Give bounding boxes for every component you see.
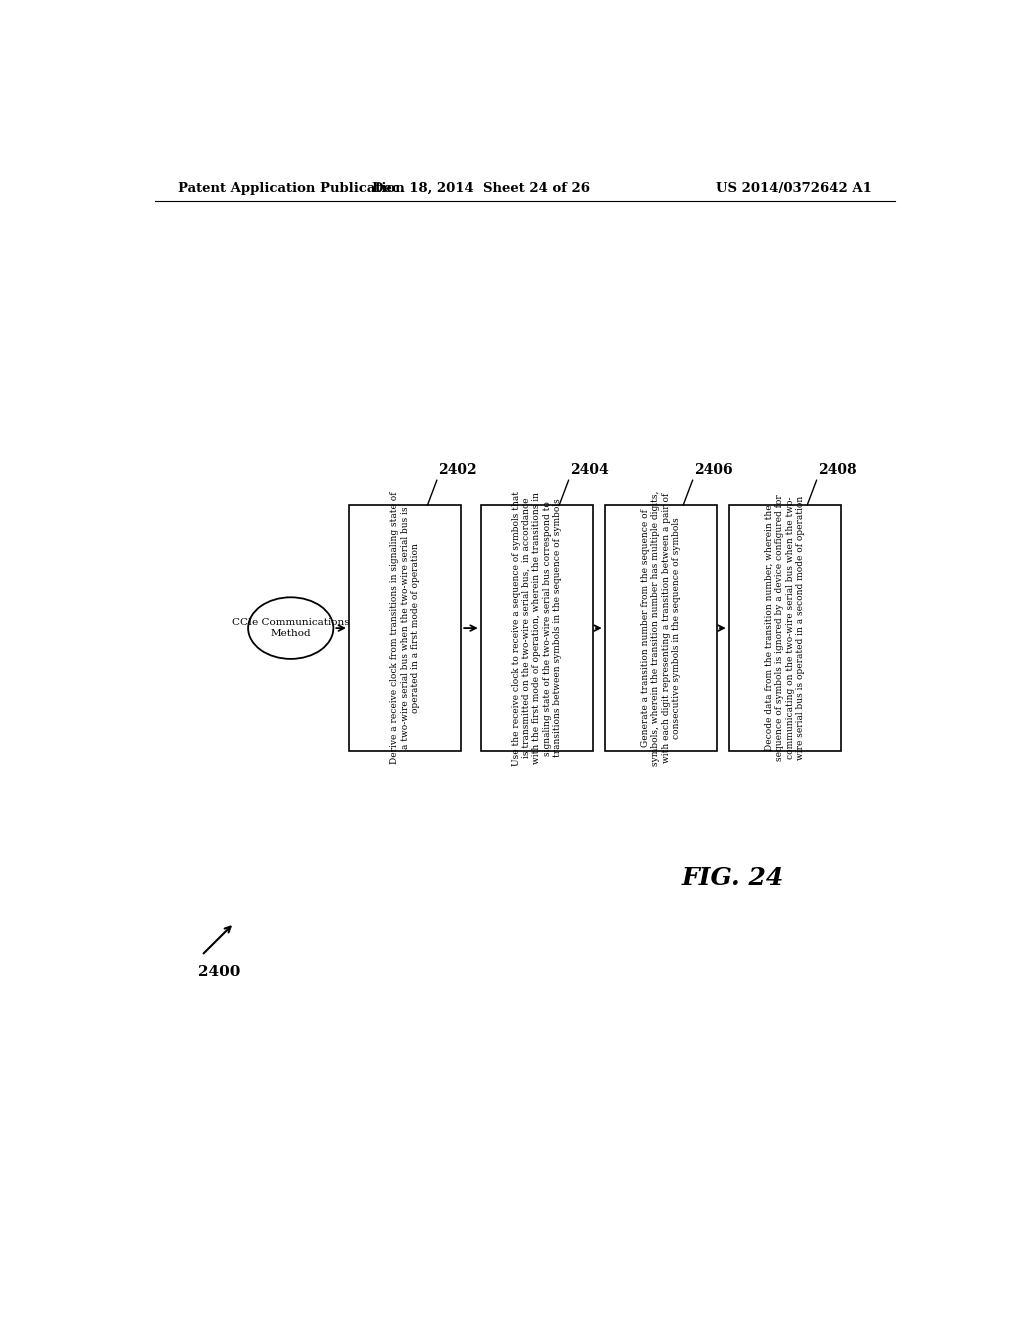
Text: 2408: 2408 (818, 463, 857, 478)
Text: Generate a transition number from the sequence of
symbols, wherein the transitio: Generate a transition number from the se… (641, 491, 681, 766)
Text: Dec. 18, 2014  Sheet 24 of 26: Dec. 18, 2014 Sheet 24 of 26 (372, 182, 590, 194)
Text: 2404: 2404 (570, 463, 609, 478)
Text: Patent Application Publication: Patent Application Publication (178, 182, 406, 194)
Text: CCIe Communications
Method: CCIe Communications Method (232, 618, 349, 638)
Text: 2400: 2400 (198, 965, 240, 978)
Text: 2402: 2402 (438, 463, 477, 478)
Text: US 2014/0372642 A1: US 2014/0372642 A1 (716, 182, 872, 194)
Text: 2406: 2406 (694, 463, 733, 478)
Text: FIG. 24: FIG. 24 (681, 866, 783, 891)
FancyBboxPatch shape (604, 506, 717, 751)
Text: Derive a receive clock from transitions in signaling state of
a two-wire serial : Derive a receive clock from transitions … (390, 492, 420, 764)
FancyBboxPatch shape (349, 506, 461, 751)
FancyBboxPatch shape (480, 506, 593, 751)
Text: Use the receive clock to receive a sequence of symbols that
is transmitted on th: Use the receive clock to receive a seque… (512, 491, 562, 766)
Text: Decode data from the transition number, wherein the
sequence of symbols is ignor: Decode data from the transition number, … (765, 495, 805, 762)
FancyBboxPatch shape (729, 506, 841, 751)
